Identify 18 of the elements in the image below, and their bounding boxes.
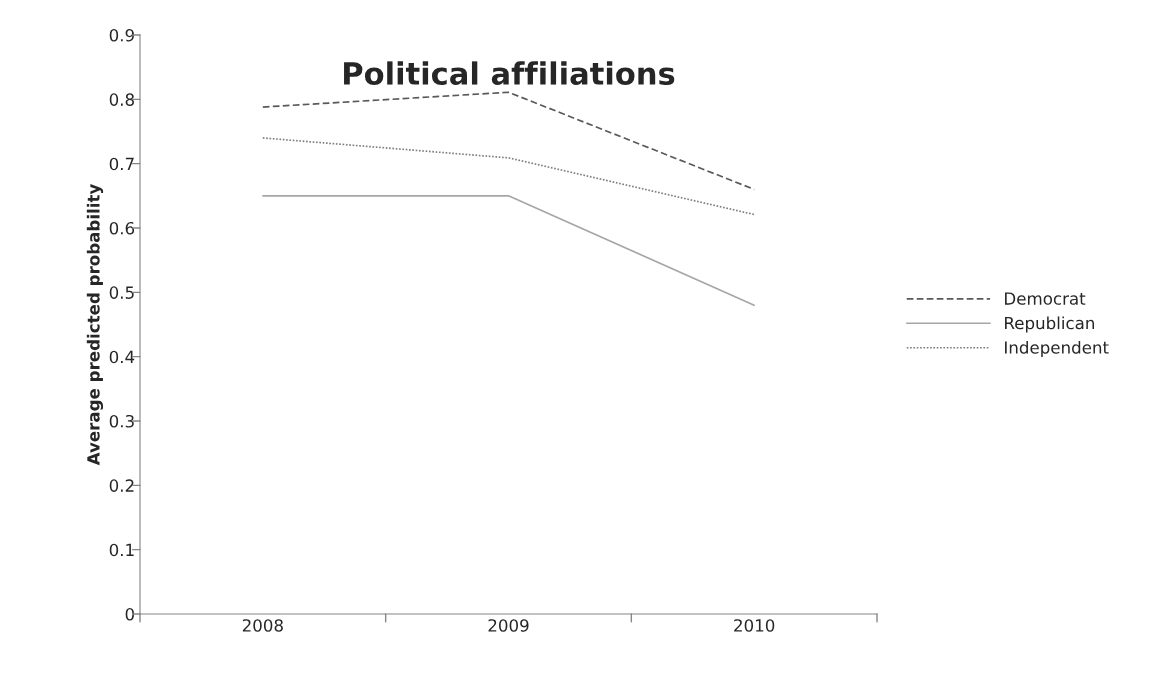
y-tick-label: 0.5 bbox=[109, 286, 134, 299]
x-tick-label: 2010 bbox=[734, 619, 775, 632]
y-tick-label: 0.8 bbox=[109, 93, 134, 106]
y-axis-title: Average predicted probability bbox=[86, 183, 104, 466]
y-tick-label: 0 bbox=[125, 607, 135, 621]
y-tick-label: 0.3 bbox=[109, 414, 134, 428]
text: Political affiliations bbox=[344, 61, 675, 85]
y-tick-label: 0.2 bbox=[109, 479, 134, 492]
y-tick-label: 0.6 bbox=[109, 221, 135, 235]
legend-label: Independent bbox=[1005, 340, 1109, 358]
y-tick-label: 0.7 bbox=[109, 157, 134, 171]
y-tick-label: 0.1 bbox=[109, 543, 134, 557]
legend-label: Republican bbox=[1005, 316, 1094, 333]
x-tick-label: 2008 bbox=[242, 619, 283, 632]
y-tick-label: 0.9 bbox=[109, 28, 134, 42]
x-tick-label: 2009 bbox=[488, 619, 529, 632]
legend-label: Democrat bbox=[1005, 292, 1086, 305]
y-tick-label: 0.4 bbox=[109, 350, 135, 364]
